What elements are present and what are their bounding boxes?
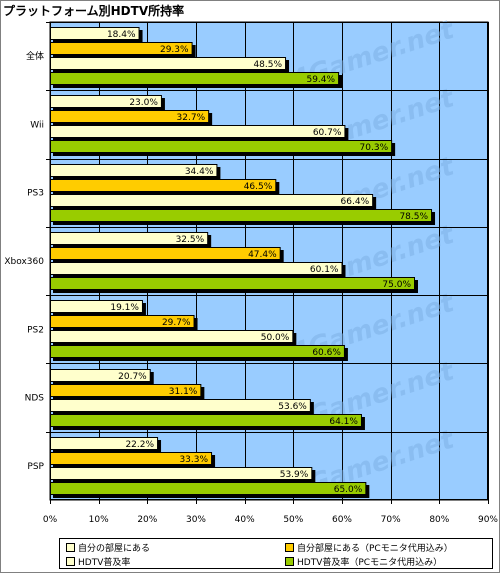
x-tick-label: 80%	[429, 515, 449, 525]
data-label: 32.7%	[177, 113, 206, 123]
data-label: 66.4%	[341, 197, 370, 207]
bar	[50, 399, 311, 412]
bar	[50, 194, 374, 207]
x-tick-label: 40%	[235, 515, 255, 525]
bar	[50, 179, 277, 192]
category-label: Xbox360	[4, 257, 44, 267]
data-label: 53.6%	[278, 402, 307, 412]
chart-title: プラットフォーム別HDTV所持率	[3, 4, 185, 18]
plot-border	[50, 22, 488, 500]
x-tick-label: 10%	[89, 515, 109, 525]
data-label: 64.1%	[329, 417, 358, 427]
data-label: 50.0%	[261, 333, 290, 343]
data-label: 19.1%	[110, 303, 139, 313]
legend-label-3: HDTV普及率	[78, 557, 131, 568]
legend-swatch-1	[66, 542, 75, 552]
legend-swatch-3	[66, 556, 75, 566]
bar	[50, 72, 340, 85]
legend-swatch-4	[285, 556, 294, 566]
x-tick-label: 50%	[283, 515, 303, 525]
bar	[50, 247, 281, 260]
data-label: 47.4%	[248, 250, 277, 260]
data-label: 18.4%	[107, 30, 136, 40]
data-label: 65.0%	[334, 485, 363, 495]
bar	[50, 209, 433, 222]
data-label: 53.9%	[280, 470, 309, 480]
x-tick-label: 30%	[186, 515, 206, 525]
legend-item-1: 自分の部屋にある	[66, 541, 151, 554]
x-tick-label: 90%	[478, 515, 498, 525]
bar	[50, 277, 415, 290]
x-tick-label: 70%	[381, 515, 401, 525]
bar	[50, 57, 287, 70]
data-label: 60.7%	[313, 128, 342, 138]
data-label: 60.1%	[310, 265, 339, 275]
x-tick-label: 20%	[137, 515, 157, 525]
bar	[50, 467, 313, 480]
data-label: 34.4%	[185, 167, 214, 177]
data-label: 29.3%	[160, 45, 189, 55]
legend-swatch-2	[285, 542, 294, 552]
data-label: 75.0%	[382, 280, 411, 290]
legend-label-2: 自分部屋にある（PCモニタ代用込み）	[297, 543, 453, 554]
bar	[50, 262, 343, 275]
bar	[50, 140, 393, 153]
data-label: 29.7%	[162, 318, 191, 328]
legend-item-2: 自分部屋にある（PCモニタ代用込み）	[285, 541, 453, 554]
x-tick-label: 0%	[43, 515, 58, 525]
legend-label-1: 自分の部屋にある	[78, 543, 151, 554]
category-label: Wii	[30, 120, 44, 130]
data-label: 59.4%	[306, 75, 335, 85]
data-label: 60.6%	[312, 348, 341, 358]
category-label: 全体	[26, 50, 44, 62]
legend-item-4: HDTV普及率（PCモニタ代用込み）	[285, 555, 443, 568]
bar	[50, 125, 346, 138]
data-label: 22.2%	[125, 440, 154, 450]
data-label: 70.3%	[360, 143, 389, 153]
category-label: NDS	[25, 394, 45, 404]
data-label: 33.3%	[179, 455, 208, 465]
legend-item-3: HDTV普及率	[66, 555, 131, 568]
bar	[50, 482, 367, 495]
legend-label-4: HDTV普及率（PCモニタ代用込み）	[297, 557, 443, 568]
category-label: PS3	[27, 189, 44, 199]
data-label: 48.5%	[253, 60, 282, 70]
bar	[50, 330, 294, 343]
data-label: 32.5%	[176, 235, 205, 245]
data-label: 46.5%	[244, 182, 273, 192]
data-label: 78.5%	[399, 212, 428, 222]
bar	[50, 414, 362, 427]
data-label: 23.0%	[129, 98, 158, 108]
bar	[50, 345, 345, 358]
chart-legend: 自分の部屋にある 自分部屋にある（PCモニタ代用込み） HDTV普及率 HDTV…	[59, 538, 493, 569]
data-label: 20.7%	[118, 372, 147, 382]
category-label: PS2	[27, 325, 44, 335]
data-label: 31.1%	[169, 387, 198, 397]
category-label: PSP	[27, 462, 44, 472]
x-tick-label: 60%	[332, 515, 352, 525]
